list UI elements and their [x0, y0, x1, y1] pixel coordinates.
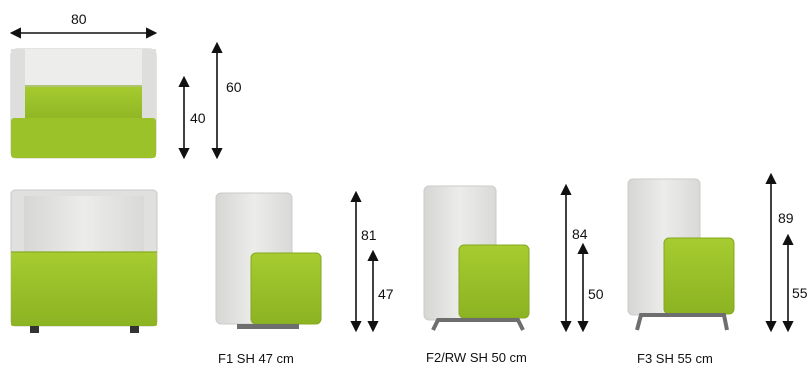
f1-side-view — [215, 192, 322, 329]
f1-seat-label: 47 — [378, 286, 394, 302]
variant-f1: 81 47 F1 SH 47 cm — [215, 190, 394, 366]
f3-caption: F3 SH 55 cm — [637, 351, 713, 366]
f1-caption: F1 SH 47 cm — [218, 351, 294, 366]
f3-height-label: 89 — [778, 210, 794, 226]
f2rw-caption: F2/RW SH 50 cm — [426, 350, 527, 365]
f2rw-seat-label: 50 — [588, 286, 604, 302]
variant-f2rw: 84 50 F2/RW SH 50 cm — [423, 183, 604, 365]
f1-height-label: 81 — [361, 227, 377, 243]
total-depth-label: 60 — [226, 79, 242, 95]
front-view-chair — [10, 189, 158, 333]
top-view: 80 40 60 — [9, 11, 242, 160]
top-view-chair — [10, 48, 157, 159]
f2rw-side-view — [423, 185, 530, 331]
width-label: 80 — [71, 11, 87, 27]
f2rw-height-label: 84 — [572, 226, 588, 242]
f3-seat-label: 55 — [792, 285, 808, 301]
variant-f3: 89 55 F3 SH 55 cm — [627, 172, 808, 366]
seat-depth-label: 40 — [190, 110, 206, 126]
f3-side-view — [627, 178, 735, 331]
